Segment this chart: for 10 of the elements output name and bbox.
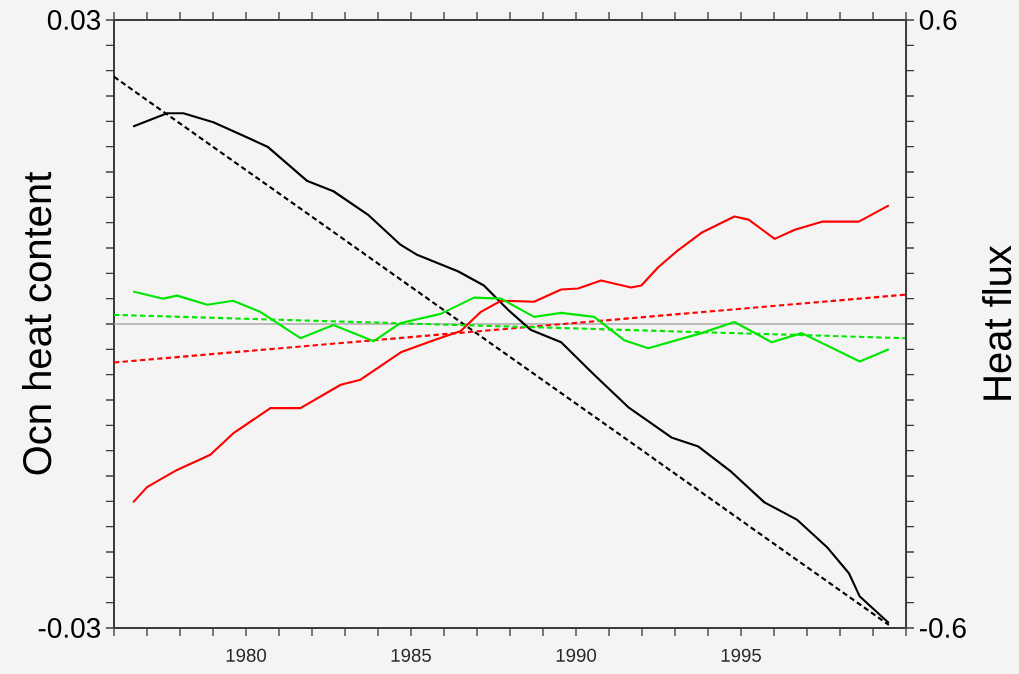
x-tick-label: 1990 <box>556 648 597 662</box>
y-tick-label: 0.03 <box>47 10 101 30</box>
y2-axis-title: Heat flux <box>982 245 1012 400</box>
y2-tick-label: 0.6 <box>919 10 957 30</box>
x-tick-label: 1980 <box>226 648 267 662</box>
y2-tick-label: -0.6 <box>919 618 966 638</box>
x-tick-label: 1985 <box>391 648 431 662</box>
x-tick-label: 1995 <box>721 648 761 662</box>
y-axis-title: Ocn heat content <box>21 172 52 475</box>
y-tick-label: -0.03 <box>38 618 101 638</box>
